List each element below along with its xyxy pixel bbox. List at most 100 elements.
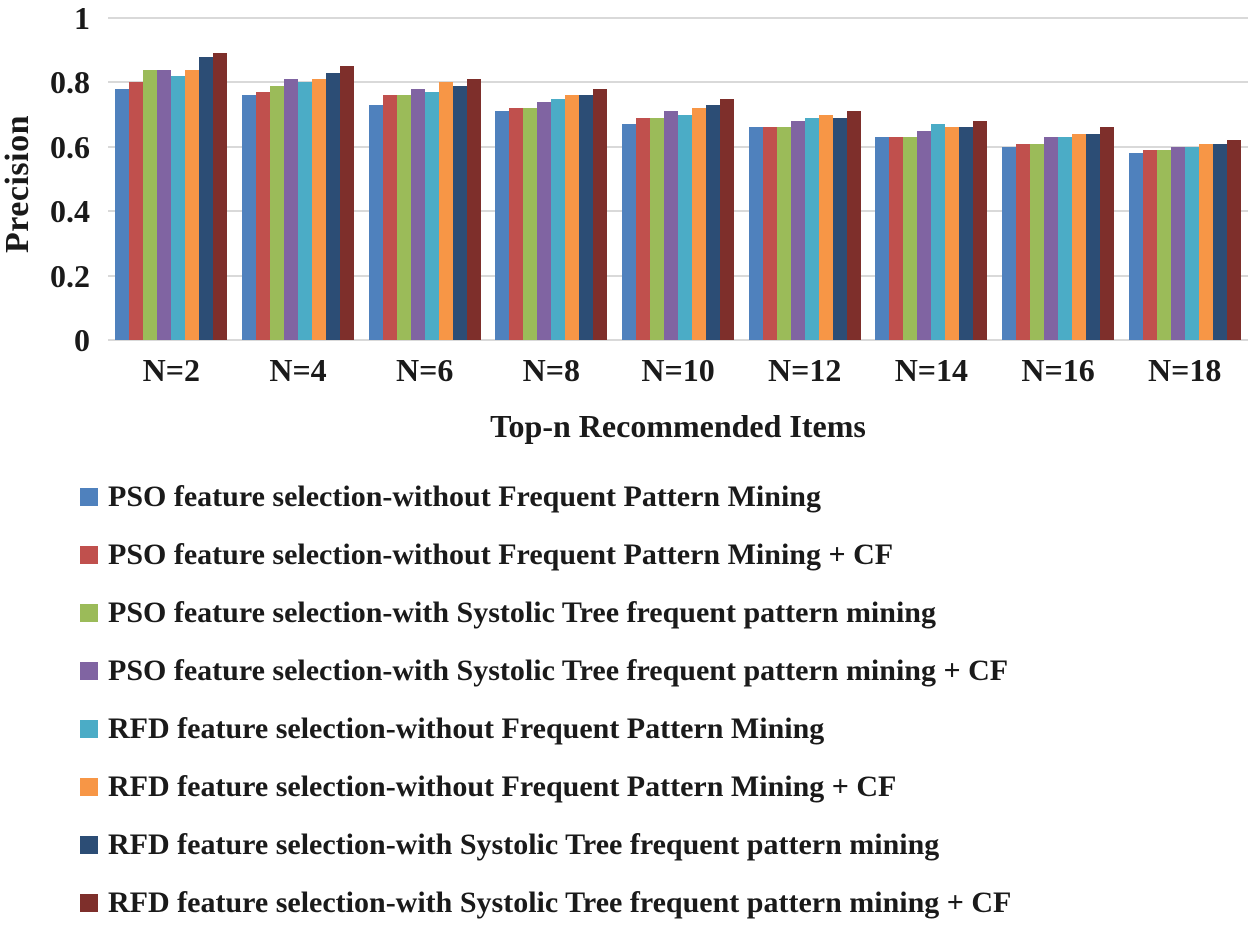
bar xyxy=(438,82,453,340)
bar-group-N=10 xyxy=(615,18,742,340)
bar xyxy=(143,69,158,340)
x-axis: N=2 N=4 N=6 N=8 N=10 N=12 N=14 N=16 N=18 xyxy=(108,352,1248,389)
bar xyxy=(650,117,665,340)
legend-swatch-icon xyxy=(80,778,98,796)
bar xyxy=(790,121,805,340)
bar xyxy=(579,95,594,340)
bar xyxy=(1016,143,1031,340)
legend-item: PSO feature selection-without Frequent P… xyxy=(80,468,1240,526)
bar-groups-container xyxy=(108,18,1248,340)
bar xyxy=(1002,146,1017,340)
bar xyxy=(1058,137,1073,340)
bar xyxy=(368,104,383,340)
bar xyxy=(256,92,270,340)
bar xyxy=(1198,143,1213,340)
bar xyxy=(199,56,214,340)
legend-label: PSO feature selection-with Systolic Tree… xyxy=(108,596,936,629)
legend-label: RFD feature selection-without Frequent P… xyxy=(108,712,825,745)
bar xyxy=(326,72,340,340)
legend-item: PSO feature selection-with Systolic Tree… xyxy=(80,642,1240,700)
gridline xyxy=(108,17,1248,19)
legend-swatch-icon xyxy=(80,488,98,506)
bar xyxy=(424,92,439,340)
x-axis-tick-label: N=12 xyxy=(768,352,842,388)
bar xyxy=(495,111,510,340)
bar xyxy=(959,127,974,340)
bar xyxy=(551,98,566,340)
bar xyxy=(1128,153,1143,340)
legend-swatch-icon xyxy=(80,894,98,912)
legend-item: PSO feature selection-with Systolic Tree… xyxy=(80,584,1240,642)
bar xyxy=(1086,133,1101,340)
bar xyxy=(466,79,481,340)
bar xyxy=(340,66,354,340)
bar xyxy=(284,79,298,340)
bar xyxy=(973,121,988,340)
bar xyxy=(537,101,552,340)
bar xyxy=(903,137,918,340)
bar xyxy=(917,130,932,340)
bar xyxy=(396,95,411,340)
bar xyxy=(622,124,637,340)
bar xyxy=(720,98,735,340)
bar xyxy=(1072,133,1087,340)
legend-swatch-icon xyxy=(80,604,98,622)
bar xyxy=(157,69,172,340)
y-axis-tick-label: 1 xyxy=(74,0,90,36)
legend-item: RFD feature selection-with Systolic Tree… xyxy=(80,874,1240,932)
legend-swatch-icon xyxy=(80,720,98,738)
bar xyxy=(818,114,833,340)
bar xyxy=(593,88,608,340)
x-axis-tick-label: N=2 xyxy=(142,352,200,388)
bar xyxy=(664,111,679,340)
bar xyxy=(889,137,904,340)
legend: PSO feature selection-without Frequent P… xyxy=(80,468,1240,932)
bar xyxy=(1100,127,1115,340)
bar xyxy=(410,88,425,340)
plot-area xyxy=(108,17,1248,341)
bar xyxy=(1030,143,1045,340)
bar xyxy=(776,127,791,340)
bar-group-N=8 xyxy=(488,18,615,340)
bar xyxy=(185,69,200,340)
bar xyxy=(382,95,397,340)
bar xyxy=(846,111,861,340)
bar xyxy=(706,104,721,340)
legend-label: RFD feature selection-with Systolic Tree… xyxy=(108,886,1012,919)
bar xyxy=(945,127,960,340)
bar xyxy=(242,95,256,340)
bar xyxy=(748,127,763,340)
bar xyxy=(509,108,524,340)
x-axis-tick-label: N=4 xyxy=(269,352,327,388)
bar xyxy=(1142,150,1157,340)
bar-group-N=14 xyxy=(868,18,995,340)
bar xyxy=(213,53,228,340)
bar xyxy=(452,85,467,340)
bar xyxy=(1226,140,1241,340)
bar-group-N=4 xyxy=(235,18,362,340)
bar xyxy=(875,137,890,340)
y-axis-tick-label: 0.6 xyxy=(50,128,90,165)
bar xyxy=(129,82,144,340)
legend-swatch-icon xyxy=(80,836,98,854)
legend-swatch-icon xyxy=(80,546,98,564)
x-axis-tick-label: N=8 xyxy=(522,352,581,388)
legend-swatch-icon xyxy=(80,662,98,680)
x-axis-tick-label: N=18 xyxy=(1148,352,1222,388)
legend-label: PSO feature selection-without Frequent P… xyxy=(108,480,821,513)
bar xyxy=(636,117,651,340)
legend-item: RFD feature selection-without Frequent P… xyxy=(80,700,1240,758)
legend-label: RFD feature selection-with Systolic Tree… xyxy=(108,828,940,861)
bar xyxy=(678,114,693,340)
y-axis: 1 0.8 0.6 0.4 0.2 0 xyxy=(0,2,100,356)
gridline xyxy=(108,81,1248,84)
bar-group-N=2 xyxy=(108,18,235,340)
bar xyxy=(692,108,707,340)
legend-label: PSO feature selection-without Frequent P… xyxy=(108,538,894,571)
bar-group-N=18 xyxy=(1121,18,1248,340)
x-axis-title: Top-n Recommended Items xyxy=(490,408,866,444)
legend-item: RFD feature selection-with Systolic Tree… xyxy=(80,816,1240,874)
legend-item: PSO feature selection-without Frequent P… xyxy=(80,526,1240,584)
y-axis-tick-label: 0.2 xyxy=(50,257,90,294)
